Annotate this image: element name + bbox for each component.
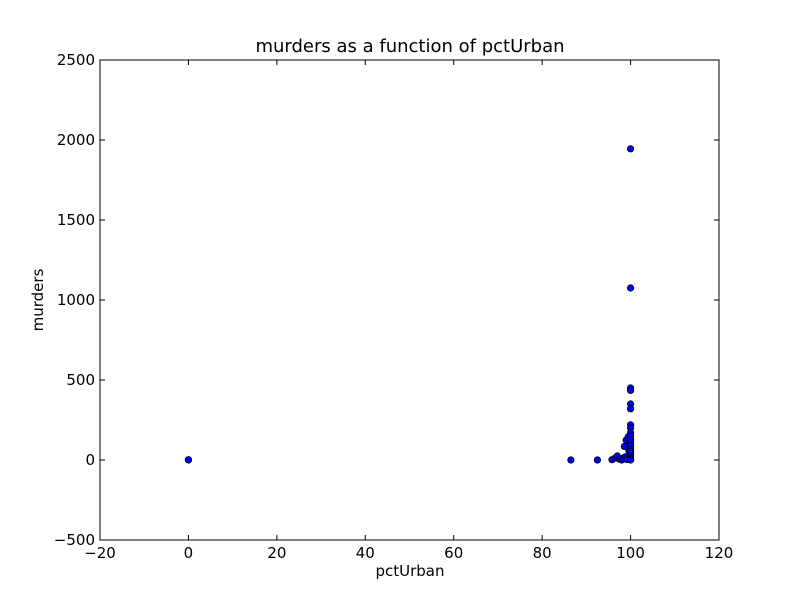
x-tick-label: 80	[533, 544, 552, 562]
plot-frame	[99, 59, 720, 541]
y-tick-label: 2500	[57, 51, 95, 69]
y-tick-label: −500	[54, 531, 95, 549]
y-tick-label: 500	[66, 371, 95, 389]
data-point	[626, 145, 635, 153]
x-tick-label: 20	[267, 544, 286, 562]
y-tick-label: 1000	[57, 291, 95, 309]
data-point	[567, 456, 575, 464]
data-point	[593, 456, 602, 464]
x-tick-label: 120	[705, 544, 734, 562]
x-tick-label: 0	[184, 544, 194, 562]
data-point	[626, 456, 635, 464]
y-tick-label: 1500	[57, 211, 95, 229]
chart-title: murders as a function of pctUrban	[255, 36, 564, 57]
data-point	[626, 386, 635, 394]
data-point	[184, 456, 193, 464]
data-point	[626, 405, 635, 413]
x-tick-label: 60	[444, 544, 463, 562]
data-points	[184, 145, 635, 464]
x-axis-label: pctUrban	[375, 562, 444, 580]
y-axis-label: murders	[29, 268, 47, 331]
y-tick-label: 2000	[57, 131, 95, 149]
x-tick-label: 40	[356, 544, 375, 562]
x-tick-label: 100	[616, 544, 645, 562]
x-tick-label: −20	[84, 544, 116, 562]
axis-ticks: −20 0 20 40 60 80 100 120 −500 0 500 1000 1500 2000 25…	[54, 51, 734, 562]
y-tick-label: 0	[85, 451, 95, 469]
data-point	[626, 284, 635, 292]
